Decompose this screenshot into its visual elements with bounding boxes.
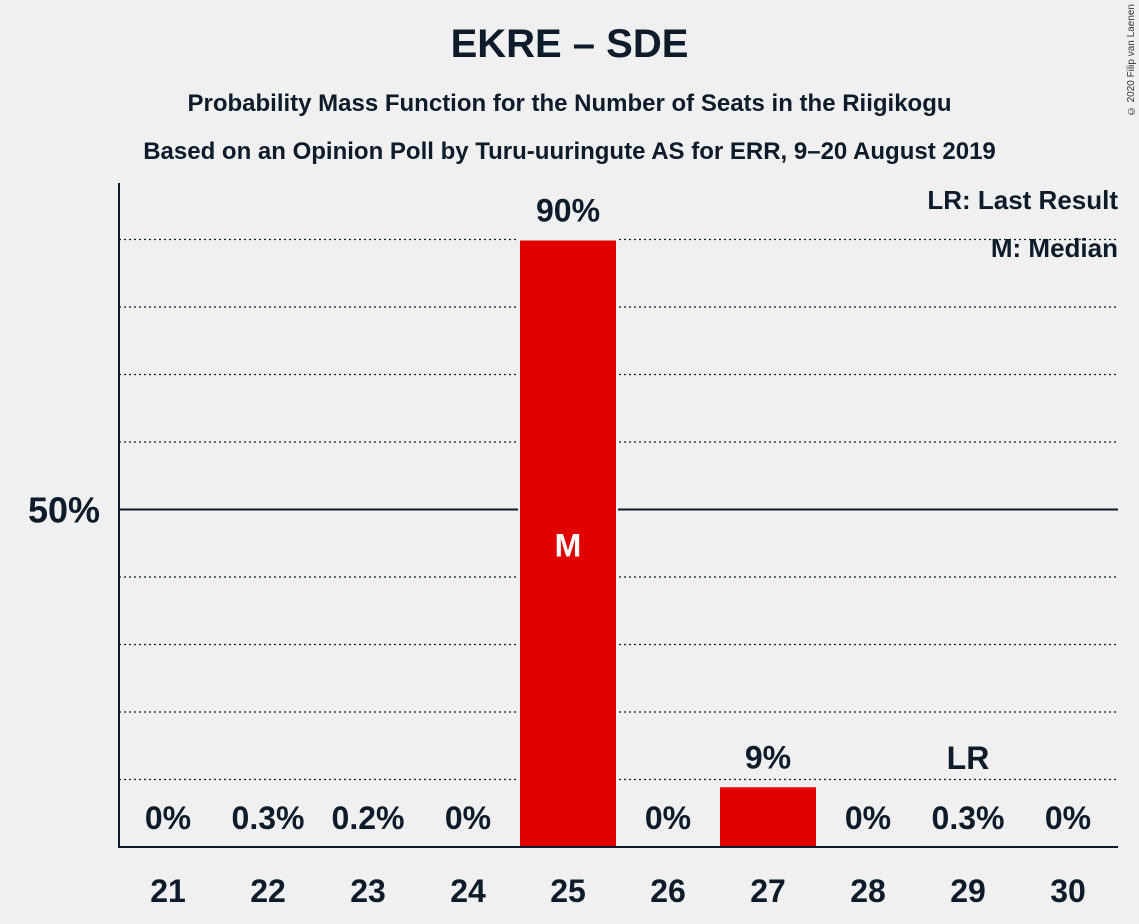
legend-median: M: Median — [991, 233, 1118, 263]
value-labels: 0% 0.3% 0.2% 0% 90% M 0% 9% 0% 0.3% LR 0% — [145, 193, 1091, 837]
value-label-21: 0% — [145, 800, 191, 836]
x-tick-label-26: 26 — [650, 873, 686, 909]
x-tick-label-22: 22 — [250, 873, 286, 909]
x-tick-label-28: 28 — [850, 873, 886, 909]
chart-source: Based on an Opinion Poll by Turu-uuringu… — [143, 138, 996, 165]
value-label-23: 0.2% — [332, 800, 405, 836]
x-tick-label-23: 23 — [350, 873, 386, 909]
value-label-28: 0% — [845, 800, 891, 836]
x-tick-label-25: 25 — [550, 873, 586, 909]
last-result-marker: LR — [947, 740, 990, 776]
x-tick-label-24: 24 — [450, 873, 486, 909]
chart-title: EKRE – SDE — [450, 22, 689, 66]
value-label-22: 0.3% — [232, 800, 305, 836]
bars — [218, 238, 1018, 849]
value-label-27: 9% — [745, 739, 791, 775]
median-marker: M — [555, 528, 582, 564]
gridlines — [119, 238, 1118, 781]
bar-27 — [718, 785, 818, 848]
chart-subtitle: Probability Mass Function for the Number… — [187, 90, 952, 117]
x-tick-label-30: 30 — [1050, 873, 1086, 909]
value-label-29: 0.3% — [932, 800, 1005, 836]
value-label-25: 90% — [536, 193, 600, 229]
value-label-24: 0% — [445, 800, 491, 836]
x-tick-label-29: 29 — [950, 873, 986, 909]
value-label-30: 0% — [1045, 800, 1091, 836]
y-tick-label-50: 50% — [28, 490, 100, 531]
value-label-26: 0% — [645, 800, 691, 836]
axes: 21 22 23 24 25 26 27 28 29 30 50% — [28, 183, 1118, 909]
x-tick-label-27: 27 — [750, 873, 786, 909]
legend-last-result: LR: Last Result — [927, 185, 1118, 215]
x-tick-label-21: 21 — [150, 873, 186, 909]
